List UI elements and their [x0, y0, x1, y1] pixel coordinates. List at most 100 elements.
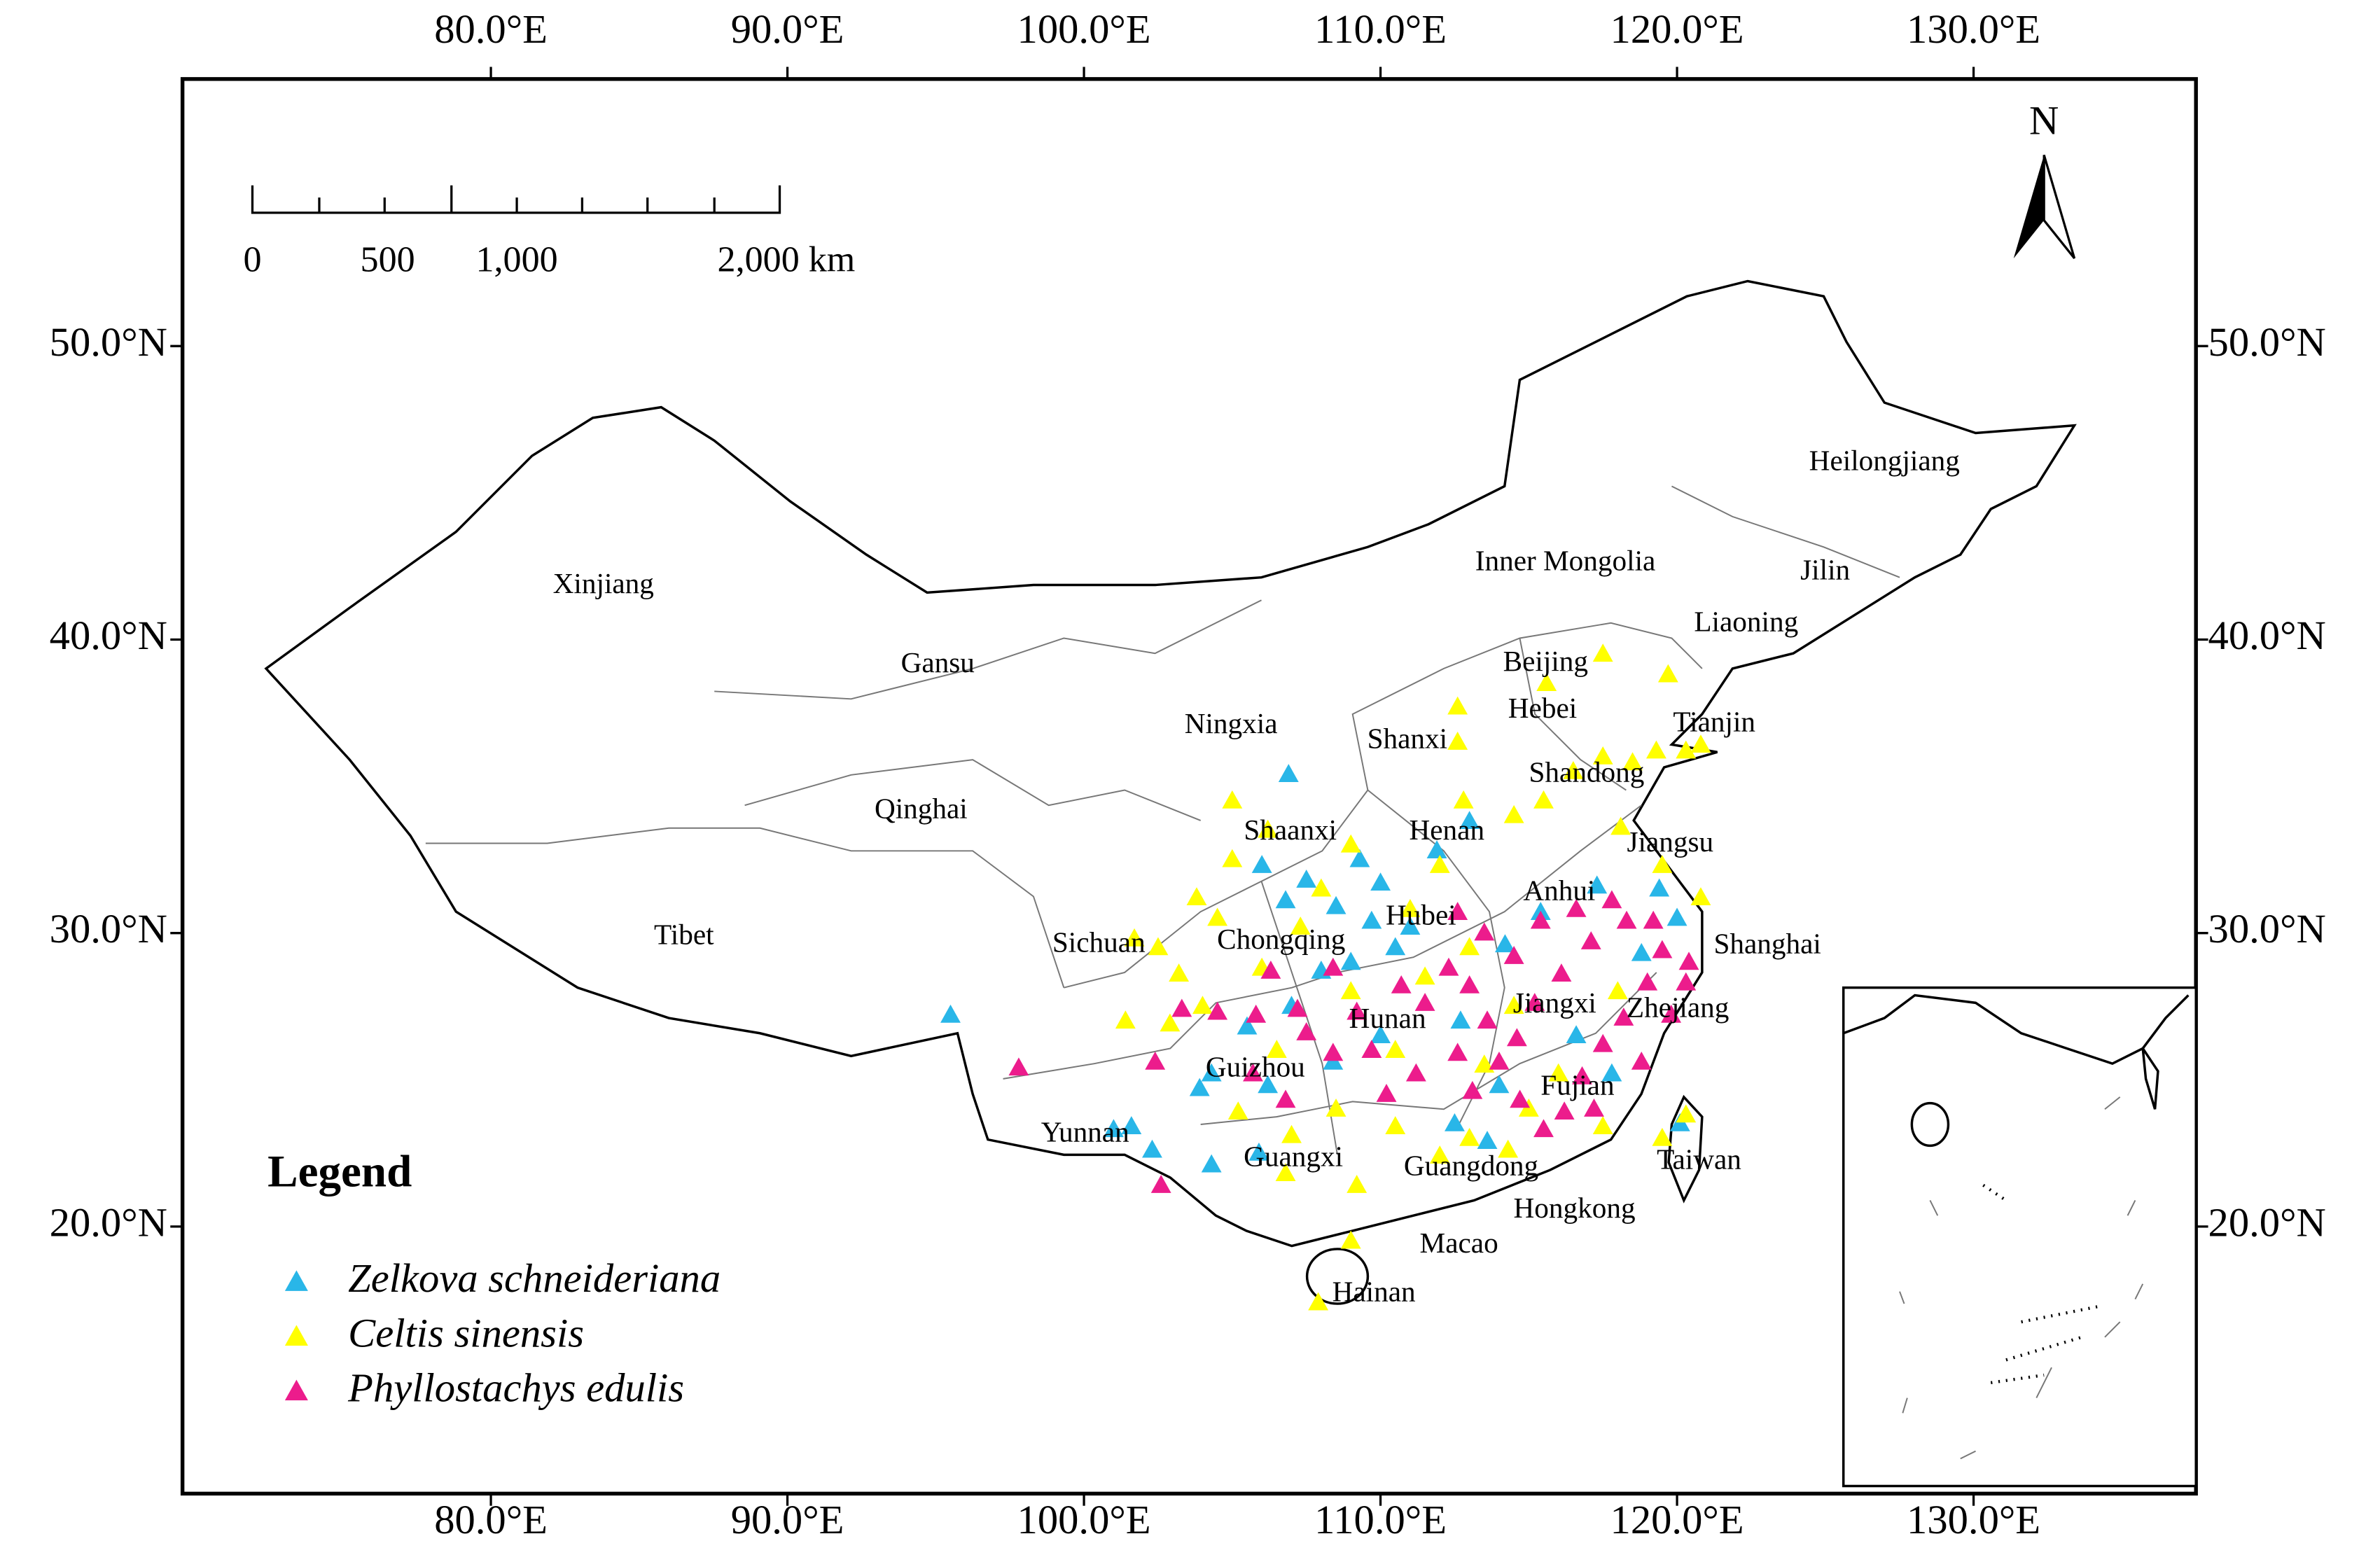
occurrence-point	[1592, 746, 1613, 765]
province-label: Gansu	[901, 646, 975, 678]
occurrence-point	[1251, 855, 1272, 873]
occurrence-point	[1201, 1154, 1222, 1173]
x-tick-label: 110.0°E	[1314, 6, 1447, 52]
province-label: Heilongjiang	[1809, 444, 1960, 476]
legend-marker	[284, 1379, 308, 1401]
occurrence-point	[1349, 849, 1370, 867]
occurrence-point	[1592, 643, 1613, 662]
occurrence-point	[1459, 937, 1480, 956]
occurrence-point	[1645, 740, 1666, 759]
occurrence-point	[1676, 740, 1697, 759]
occurrence-point	[1649, 878, 1670, 897]
plot-layer: 80.0°E 80.0°E 90.0°E 90.0°E 100.0°E 100.0°E 11…	[50, 6, 2326, 1542]
occurrence-point	[1592, 1033, 1613, 1052]
occurrence-point	[1631, 942, 1652, 961]
occurrence-point	[1227, 1101, 1248, 1120]
occurrence-point	[1287, 998, 1308, 1017]
province-label: Shanghai	[1713, 928, 1821, 960]
occurrence-point	[1533, 790, 1554, 809]
x-tick-label: 100.0°E	[1017, 1497, 1151, 1542]
province-label: Anhui	[1523, 874, 1595, 907]
occurrence-point	[1266, 1040, 1287, 1058]
occurrence-point	[1281, 1124, 1302, 1143]
occurrence-point	[1459, 1127, 1480, 1146]
occurrence-point	[1637, 972, 1658, 991]
occurrence-point	[1643, 910, 1664, 929]
province-label: Hunan	[1349, 1002, 1426, 1034]
occurrence-point	[1340, 1230, 1361, 1249]
occurrence-point	[1201, 1063, 1222, 1082]
occurrence-point	[1414, 993, 1435, 1011]
province-label: Taiwan	[1657, 1143, 1741, 1176]
province-label: Inner Mongolia	[1475, 545, 1656, 577]
occurrence-point	[1607, 981, 1628, 1000]
occurrence-point	[1391, 975, 1412, 993]
province-label: Henan	[1409, 814, 1484, 846]
occurrence-point	[1447, 732, 1468, 750]
x-tick-label: 130.0°E	[1907, 1497, 2040, 1542]
province-label: Liaoning	[1694, 605, 1798, 637]
province-label: Hebei	[1508, 692, 1577, 724]
y-tick-label: 50.0°N	[50, 319, 167, 365]
occurrence-point	[1652, 1127, 1673, 1146]
occurrence-point	[1103, 1119, 1124, 1138]
occurrence-point	[1524, 993, 1545, 1011]
occurrence-point	[1405, 1063, 1426, 1082]
occurrence-point	[1450, 1010, 1471, 1029]
occurrence-point	[1587, 875, 1608, 894]
occurrence-point	[1563, 760, 1584, 779]
occurrence-point	[1613, 1007, 1634, 1026]
occurrence-point	[1489, 1051, 1510, 1070]
occurrence-point	[1652, 940, 1673, 958]
y-tick-label: 20.0°N	[2208, 1199, 2326, 1245]
x-tick-label: 100.0°E	[1017, 6, 1151, 52]
x-tick-label: 110.0°E	[1314, 1497, 1447, 1542]
legend-label: Celtis sinensis	[348, 1310, 584, 1355]
occurrence-point	[1495, 934, 1515, 953]
province-label: Guangxi	[1244, 1140, 1343, 1172]
province-label: Qinghai	[875, 792, 968, 824]
occurrence-point	[1580, 931, 1601, 949]
occurrence-point	[1361, 1040, 1382, 1058]
occurrence-point	[1690, 734, 1711, 753]
occurrence-point	[1145, 1051, 1166, 1070]
occurrence-point	[1325, 895, 1346, 914]
occurrence-point	[1258, 819, 1279, 838]
occurrence-point	[1474, 922, 1495, 941]
province-label: Jiangxi	[1513, 986, 1596, 1019]
scale-label: 1,000	[475, 239, 557, 279]
occurrence-point	[1258, 1075, 1279, 1094]
occurrence-point	[1503, 804, 1524, 823]
occurrence-point	[1323, 957, 1344, 976]
occurrence-point	[1275, 890, 1296, 909]
occurrence-point	[1278, 764, 1299, 782]
occurrence-point	[1601, 1063, 1622, 1082]
occurrence-point	[1150, 1175, 1171, 1193]
province-label: Guangdong	[1404, 1149, 1538, 1181]
occurrence-point	[1222, 790, 1243, 809]
province-label: Shanxi	[1368, 723, 1447, 755]
province-label: Beijing	[1503, 645, 1588, 677]
occurrence-point	[1530, 910, 1551, 929]
occurrence-point	[1237, 1016, 1258, 1035]
occurrence-point	[1447, 696, 1468, 715]
province-label: Hubei	[1386, 898, 1456, 930]
occurrence-point	[1622, 752, 1643, 771]
occurrence-point	[1186, 887, 1207, 906]
occurrence-point	[1346, 1175, 1368, 1193]
occurrence-point	[1376, 1084, 1397, 1102]
occurrence-point	[1275, 1163, 1296, 1182]
occurrence-point	[1385, 937, 1406, 956]
y-tick-label: 30.0°N	[50, 906, 167, 951]
occurrence-point	[1616, 910, 1637, 929]
province-label: Macao	[1420, 1227, 1498, 1259]
province-label: Chongqing	[1217, 923, 1345, 955]
y-tick-label: 20.0°N	[50, 1199, 167, 1245]
occurrence-point	[1361, 910, 1382, 929]
occurrence-point	[1429, 1145, 1450, 1164]
x-tick-label: 120.0°E	[1610, 6, 1744, 52]
occurrence-point	[1325, 1099, 1346, 1117]
occurrence-point	[1690, 887, 1711, 906]
occurrence-point	[1462, 1080, 1483, 1099]
